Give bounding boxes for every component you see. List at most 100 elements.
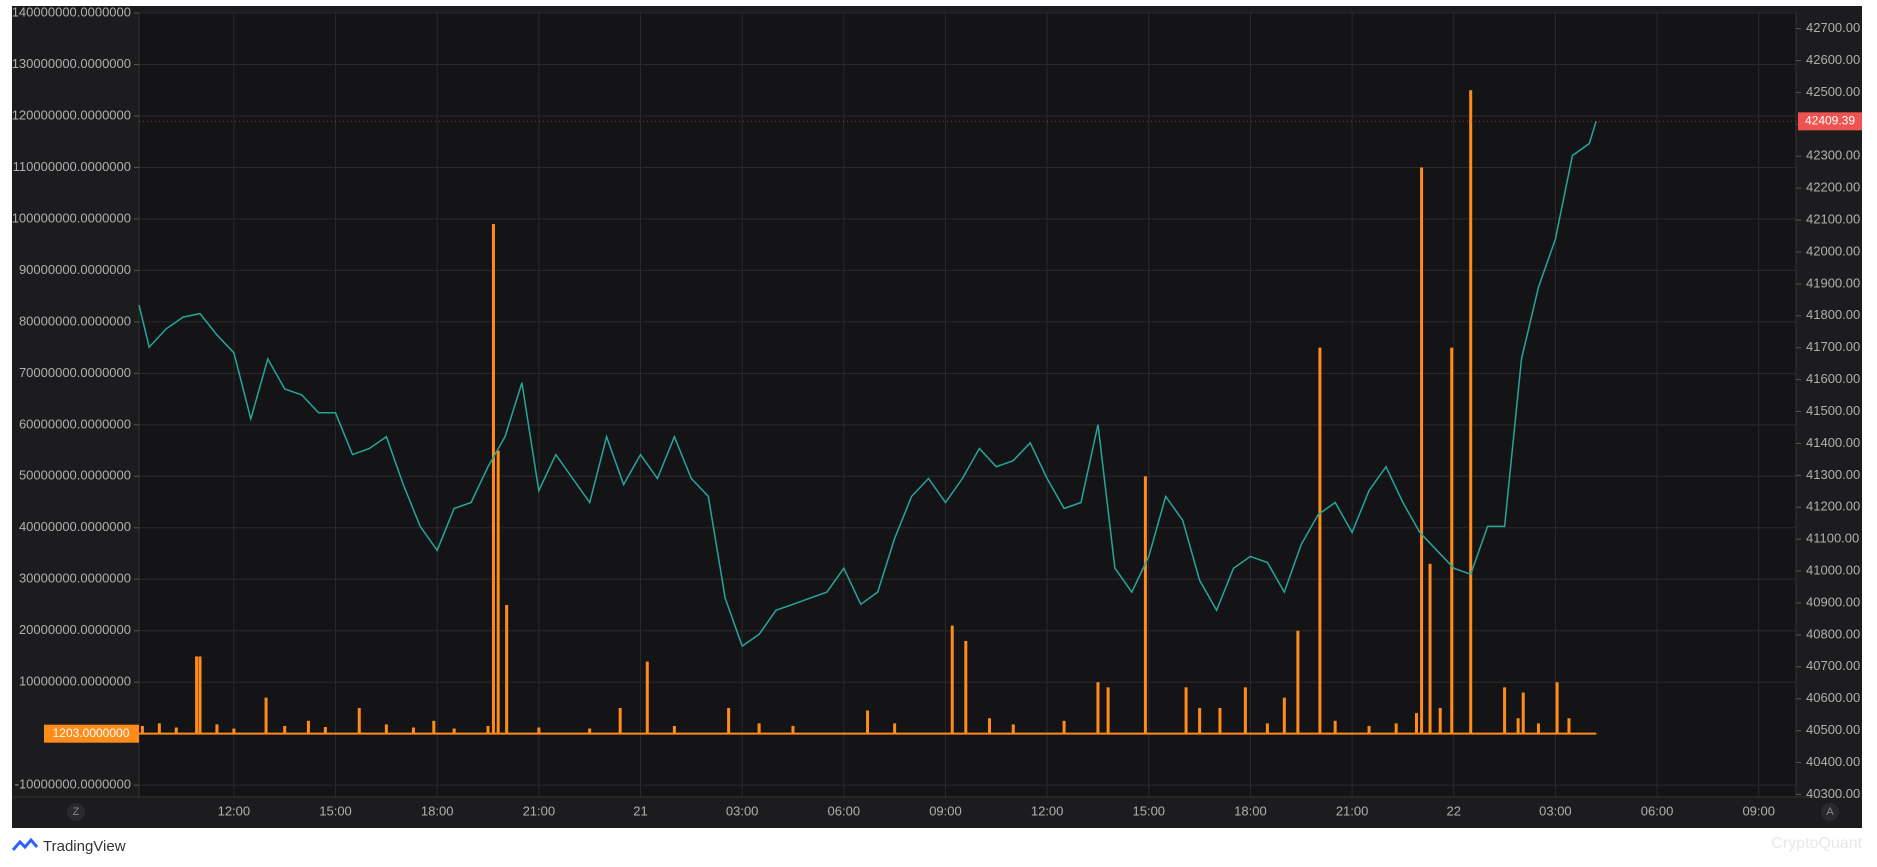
volume-bar [964, 641, 968, 734]
volume-bar [496, 450, 500, 734]
x-tick-label: 03:00 [1539, 803, 1572, 818]
volume-bar [1469, 90, 1473, 734]
y-tick-label: 80000000.0000000 [19, 313, 131, 328]
x-tick-label: 06:00 [828, 803, 861, 818]
last-price-label: 42409.39 [1805, 114, 1855, 128]
volume-bar [1367, 725, 1371, 734]
volume-bar [411, 727, 415, 734]
y2-tick-label: 41400.00 [1806, 435, 1860, 450]
plot-area [139, 12, 1796, 797]
y-tick-label: 20000000.0000000 [19, 622, 131, 637]
last-price-tag [1798, 112, 1862, 131]
volume-bar [1198, 707, 1202, 734]
y2-tick-label: 40400.00 [1806, 754, 1860, 769]
volume-bar [306, 720, 310, 734]
volume-bar [1594, 733, 1598, 735]
y2-tick-label: 40800.00 [1806, 626, 1860, 641]
y2-tick-label: 42600.00 [1806, 52, 1860, 67]
y2-tick-label: 40300.00 [1806, 786, 1860, 801]
price-line [138, 121, 1597, 648]
volume-bar [140, 725, 144, 734]
volume-bar [1555, 682, 1559, 734]
x-tick-label: 15:00 [319, 803, 352, 818]
y-tick-label: 70000000.0000000 [19, 365, 131, 380]
y-tick-label: 30000000.0000000 [19, 571, 131, 586]
volume-bar [1394, 723, 1398, 734]
volume-bar [283, 725, 287, 734]
volume-bar [174, 727, 178, 734]
volume-bar [1318, 347, 1322, 734]
y-tick-label: 50000000.0000000 [19, 468, 131, 483]
volume-bar [1282, 697, 1286, 734]
y-tick-label: 10000000.0000000 [19, 674, 131, 689]
y2-tick-label: 40500.00 [1806, 722, 1860, 737]
volume-bar [1420, 167, 1424, 734]
x-tick-label: 09:00 [929, 803, 962, 818]
brand-logo[interactable] [11, 837, 39, 851]
y2-tick-label: 41000.00 [1806, 563, 1860, 578]
y2-tick-label: 40600.00 [1806, 690, 1860, 705]
volume-bar [988, 718, 992, 734]
y2-tick-label: 42300.00 [1806, 148, 1860, 163]
y-tick-label: 100000000.0000000 [12, 210, 131, 225]
y-tick-label: 90000000.0000000 [19, 262, 131, 277]
volume-bar [727, 707, 731, 734]
brand[interactable]: TradingView [43, 838, 126, 855]
volume-bar [264, 697, 268, 734]
y2-tick-label: 41800.00 [1806, 307, 1860, 322]
volume-bar [1243, 687, 1247, 734]
x-tick-label: 18:00 [1234, 803, 1267, 818]
volume-bar [893, 723, 897, 734]
x-tick-label: 12:00 [1031, 803, 1064, 818]
volume-bar [215, 724, 219, 734]
y-tick-label: 40000000.0000000 [19, 519, 131, 534]
y2-tick-label: 42500.00 [1806, 84, 1860, 99]
y2-tick-label: 42000.00 [1806, 243, 1860, 258]
last-volume-label: 1203.0000000 [53, 726, 130, 740]
y2-tick-label: 42700.00 [1806, 20, 1860, 35]
volume-bar [1521, 692, 1525, 734]
volume-bar [1062, 720, 1066, 734]
volume-bar [757, 723, 761, 734]
x-tick-label: 21 [633, 803, 647, 818]
y2-tick-label: 41100.00 [1806, 531, 1859, 546]
y2-tick-label: 41300.00 [1806, 467, 1860, 482]
x-tick-label: 03:00 [726, 803, 759, 818]
y2-tick-label: 41200.00 [1806, 499, 1860, 514]
volume-bar [452, 728, 456, 734]
scale-button-label[interactable]: Z [73, 806, 80, 818]
volume-bar [1096, 682, 1100, 734]
volume-bar [486, 725, 490, 734]
y2-tick-label: 42200.00 [1806, 180, 1860, 195]
y-tick-label: 120000000.0000000 [12, 107, 131, 122]
watermark: CryptoQuant [1771, 835, 1862, 852]
volume-bar [1536, 723, 1540, 734]
x-tick-label: 18:00 [421, 803, 454, 818]
volume-bar [1106, 687, 1110, 734]
volume-bar [505, 604, 509, 734]
volume-bar [198, 656, 202, 734]
volume-bar [1516, 718, 1520, 734]
volume-bar [323, 726, 327, 734]
volume-bar [157, 723, 161, 734]
volume-bar [645, 661, 649, 734]
y2-tick-label: 41500.00 [1806, 403, 1860, 418]
x-tick-label: 09:00 [1742, 803, 1775, 818]
x-tick-label: 12:00 [218, 803, 251, 818]
y2-tick-label: 41600.00 [1806, 371, 1860, 386]
y2-tick-label: 41700.00 [1806, 339, 1860, 354]
volume-bar [232, 728, 236, 734]
y2-tick-label: 42100.00 [1806, 211, 1860, 226]
auto-button[interactable] [1821, 803, 1839, 821]
y-tick-label: -10000000.0000000 [15, 777, 131, 792]
auto-button-label[interactable]: A [1826, 806, 1834, 818]
last-volume-tag [44, 724, 139, 743]
scale-button[interactable] [67, 803, 85, 821]
volume-bar [791, 725, 795, 734]
volume-bar [1265, 723, 1269, 734]
x-tick-label: 21:00 [523, 803, 556, 818]
volume-bar [1218, 707, 1222, 734]
volume-bar [588, 728, 592, 734]
volume-bar [1184, 687, 1188, 734]
